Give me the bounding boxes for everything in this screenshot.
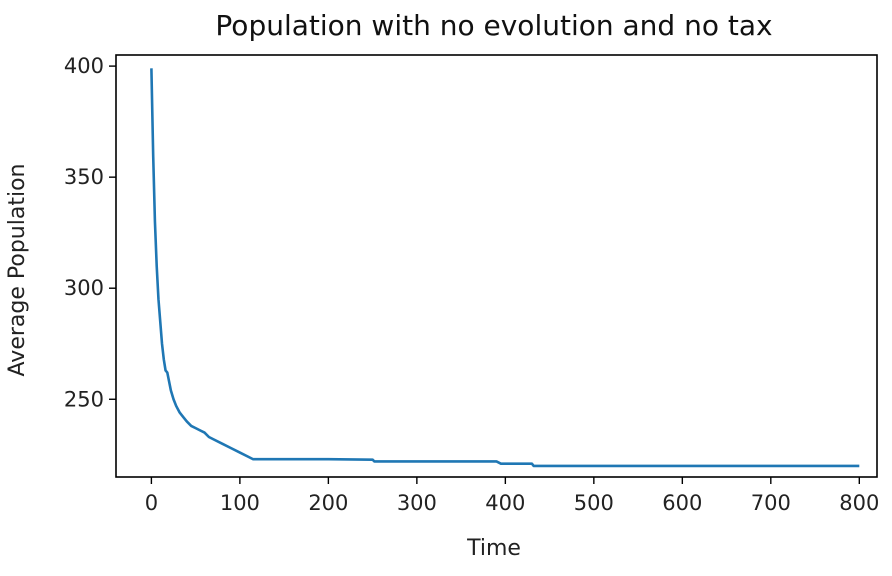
series-layer <box>150 68 860 468</box>
x-tick-label: 200 <box>308 491 348 515</box>
x-tick-label: 600 <box>662 491 702 515</box>
x-axis-label: Time <box>466 536 521 561</box>
y-axis: 250 300 350 400 <box>64 54 116 411</box>
x-tick-label: 300 <box>397 491 437 515</box>
x-tick-label: 0 <box>145 491 158 515</box>
series-line-0 <box>150 68 860 468</box>
y-axis-label: Average Population <box>5 164 30 377</box>
x-tick-label: 500 <box>574 491 614 515</box>
plot-area-frame <box>115 54 878 478</box>
y-tick-label: 400 <box>64 54 104 78</box>
chart-title: Population with no evolution and no tax <box>215 9 772 42</box>
x-tick-label: 800 <box>839 491 879 515</box>
y-tick-label: 350 <box>64 165 104 189</box>
x-tick-label: 700 <box>751 491 791 515</box>
x-tick-label: 400 <box>485 491 525 515</box>
x-tick-label: 100 <box>220 491 260 515</box>
y-tick-label: 300 <box>64 276 104 300</box>
y-tick-label: 250 <box>64 387 104 411</box>
x-axis: 0 100 200 300 400 500 600 700 800 <box>145 477 879 515</box>
